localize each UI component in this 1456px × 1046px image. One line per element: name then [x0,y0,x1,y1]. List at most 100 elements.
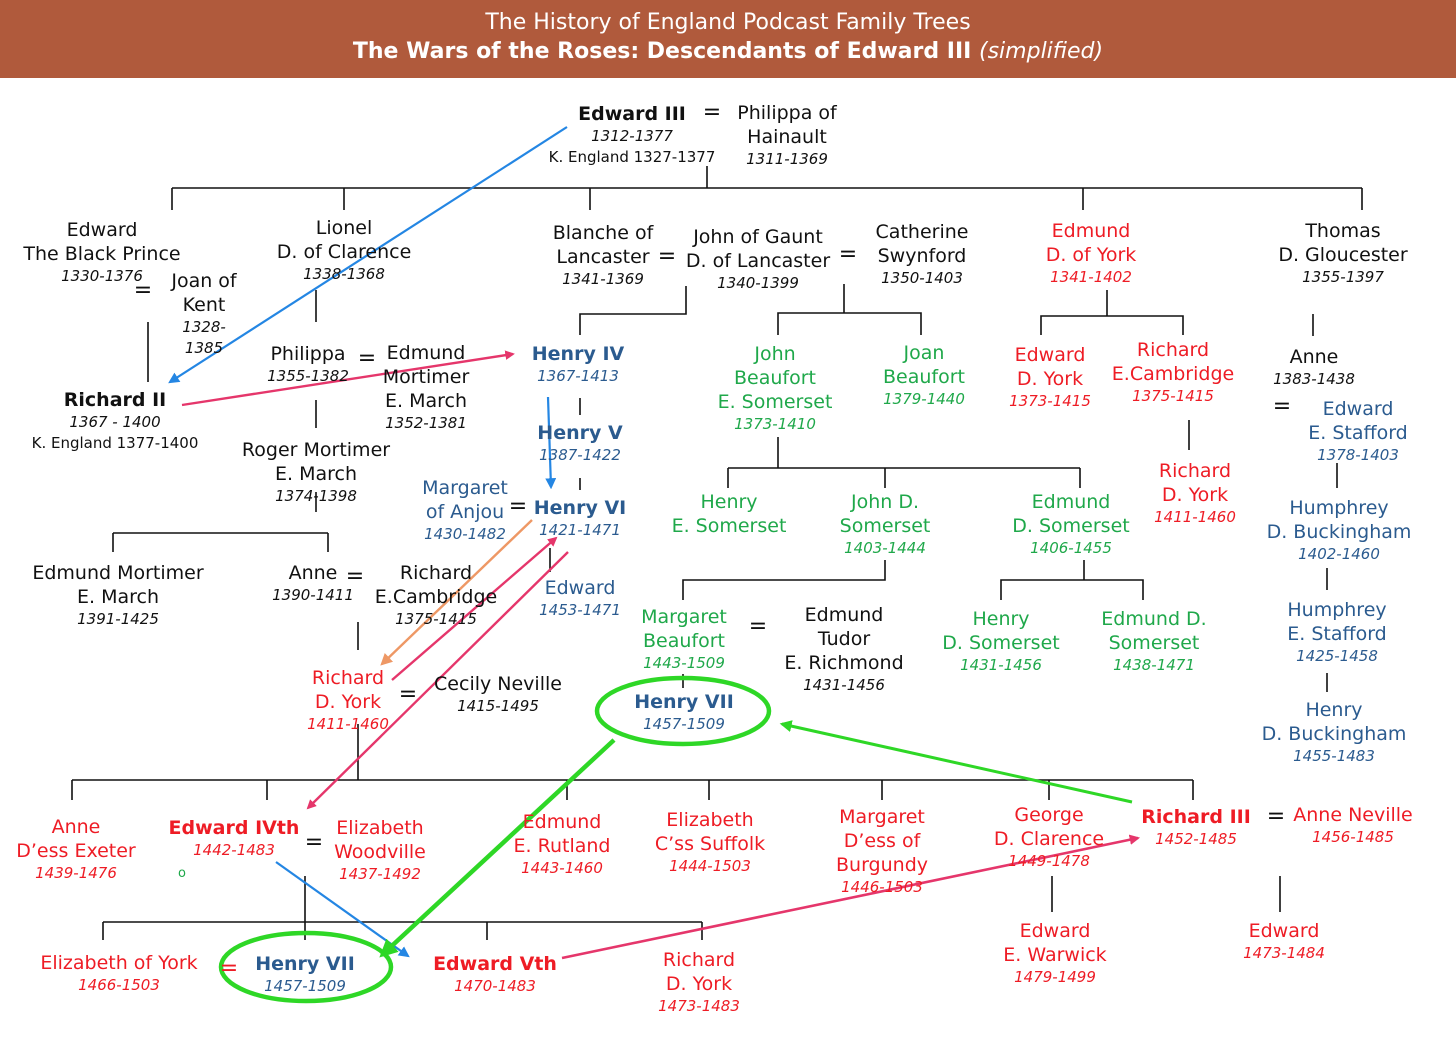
marriage-symbol: = [345,564,365,589]
person-name: John D. [850,491,920,513]
person-edward-of-lancaster: Edward 1453-1471 [539,576,621,621]
person-name: E. Richmond [784,652,904,674]
person-dates: 1367 - 1400 [69,413,161,431]
person-name: E. Stafford [1287,623,1387,645]
person-dates: 1350-1403 [881,269,963,287]
header-title: The History of England Podcast Family Tr… [485,10,971,35]
person-philippa-of-hainault: Philippa of Hainault 1311-1369 [737,101,836,170]
person-name: John [754,343,796,365]
person-name: Richard III [1141,806,1251,828]
person-name: D. Somerset [1012,515,1130,537]
person-dates: 1312-1377 [591,127,673,145]
person-dates: 1390-1411 [272,586,354,604]
person-richard-duke-of-york: Richard D. York 1411-1460 [1154,459,1236,528]
person-dates: 1421-1471 [539,521,621,539]
person-name: E. March [274,463,358,485]
person-dates: 1425-1458 [1296,647,1378,665]
person-name: Henry IV [531,343,625,365]
person-dates: 1466-1503 [78,976,160,994]
person-george-duke-of-clarence: George D. Clarence 1449-1478 [994,803,1104,872]
person-name: of Anjou [425,501,505,523]
person-name: Lionel [315,217,373,239]
person-name: Richard II [63,389,167,411]
person-elizabeth-countess-of-suffolk: Elizabeth C’ss Suffolk 1444-1503 [655,808,765,877]
person-name: E. Somerset [717,391,833,413]
person-dates: 1431-1456 [960,656,1042,674]
person-name: Richard [399,562,473,584]
person-richard-duke-of-york-2: Richard D. York 1411-1460 [307,666,389,735]
person-name: Blanche of [552,222,654,244]
person-name: Edward Vth [433,953,557,975]
person-name: Edmund [522,811,602,833]
person-name: Tudor [817,628,871,650]
person-cecily-neville: Cecily Neville 1415-1495 [434,672,562,717]
highlight-ring-henry-vii-bottom [218,930,394,1004]
person-edward-son-of-richard-iii: Edward 1473-1484 [1243,919,1325,964]
person-name: E.Cambridge [374,586,498,608]
header-banner: The History of England Podcast Family Tr… [0,0,1456,78]
person-dates: 1437-1492 [339,865,421,883]
person-name: D. Clarence [993,828,1105,850]
person-philippa: Philippa 1355-1382 [267,342,349,387]
person-name: Henry [700,491,758,513]
person-name: Joan of [171,270,237,292]
person-dates: 1431-1456 [803,676,885,694]
person-dates: 1378-1403 [1317,446,1399,464]
person-dates: 1387-1422 [539,446,621,464]
person-dates: 1473-1484 [1243,944,1325,962]
person-title: K. England 1327-1377 [548,148,716,166]
person-name: Edward IVth [168,817,300,839]
person-name: Joan [903,342,945,364]
person-dates: 1453-1471 [539,601,621,619]
person-dates: 1402-1460 [1298,545,1380,563]
person-dates: 1411-1460 [1154,508,1236,526]
person-john-duke-of-somerset: John D. Somerset 1403-1444 [840,490,931,559]
person-name: Richard [662,949,736,971]
person-name: D. Buckingham [1261,723,1407,745]
person-name: D. of Clarence [276,241,412,263]
person-name: Henry [1305,699,1363,721]
genealogy-connectors [71,166,1363,940]
arrow-richard-iii-to-henry-vii [779,720,1133,804]
person-elizabeth-of-york: Elizabeth of York 1466-1503 [40,951,197,996]
arrow-henry-vi-to-richard-york [380,519,533,666]
person-dates: 1443-1509 [643,654,725,672]
person-dates: 1479-1499 [1014,968,1096,986]
person-dates: 1438-1471 [1113,656,1195,674]
person-name: D. of York [1045,244,1137,266]
person-name: E. Rutland [513,835,611,857]
person-name: Edmund [1051,220,1131,242]
person-richard-duke-of-york-3: Richard D. York 1473-1483 [658,948,740,1017]
person-edmund-d-somerset: Edmund D. Somerset 1438-1471 [1101,607,1206,676]
person-name: Edmund Mortimer [32,562,204,584]
person-joan-beaufort: Joan Beaufort 1379-1440 [883,341,965,410]
person-name: Margaret [839,806,925,828]
marriage-symbol: = [357,346,377,371]
person-name: Anne [51,816,101,838]
person-name: E. Stafford [1308,422,1408,444]
person-dates: 1374-1398 [275,487,357,505]
person-name: Henry VII [634,691,734,713]
person-richard-earl-of-cambridge-2: Richard E.Cambridge 1375-1415 [375,561,497,630]
person-richard-earl-of-cambridge: Richard E.Cambridge 1375-1415 [1112,338,1234,407]
person-name: Kent [182,294,226,316]
person-dates: 1444-1503 [669,857,751,875]
person-name: D. York [314,691,382,713]
person-name: Edmund [1031,491,1111,513]
person-name: Margaret [422,477,508,499]
person-name: Hainault [747,126,827,148]
person-edmund-duke-of-somerset: Edmund D. Somerset 1406-1455 [1012,490,1129,559]
person-humphrey-earl-of-stafford: Humphrey E. Stafford 1425-1458 [1287,598,1387,667]
person-dates: 1470-1483 [454,977,536,995]
person-henry-vi: Henry VI 1421-1471 [534,496,626,541]
person-name: D. York [1016,368,1084,390]
person-dates: 1341-1369 [562,270,644,288]
marriage-symbol: = [133,278,153,303]
marriage-symbol: = [838,242,858,267]
person-dates: 1449-1478 [1008,852,1090,870]
person-dates: 1355-1397 [1302,268,1384,286]
person-name: Swynford [877,245,967,267]
person-anne-duchess-of-exeter: Anne D’ess Exeter 1439-1476 [16,815,136,884]
person-dates: 1403-1444 [844,539,926,557]
